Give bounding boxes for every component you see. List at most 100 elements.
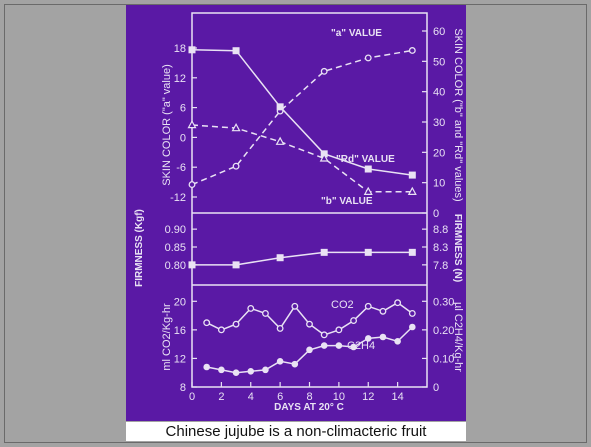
y-tick-label-left: 18	[174, 43, 186, 55]
data-point-a-value	[320, 67, 328, 75]
series-line-co2	[206, 301, 413, 336]
y-axis-label-firmness-n: FIRMNESS (N)	[452, 214, 463, 282]
data-point-c2h4	[409, 323, 416, 331]
y-tick-label-right: 10	[433, 178, 445, 190]
data-point-firmness	[364, 248, 372, 256]
data-point-a-value	[408, 47, 416, 54]
y-tick-label-left: 0.80	[165, 260, 186, 272]
y-tick-label-right: 0.30	[433, 296, 454, 308]
data-point-firmness	[276, 254, 284, 262]
series-label-c2h4: C2H4	[347, 340, 375, 352]
y-axis-label-co2: ml CO2/Kg-hr	[161, 303, 173, 371]
x-axis-label-days: DAYS AT 20° C	[274, 402, 344, 413]
y-tick-label-left: -12	[170, 192, 186, 204]
y-tick-label-left: 16	[174, 325, 186, 337]
y-tick-label-left: -6	[176, 162, 186, 174]
y-tick-label-right: 7.8	[433, 260, 448, 272]
x-tick-label: 14	[392, 391, 404, 403]
y-tick-label-right: 0.10	[433, 353, 454, 365]
y-tick-label-right: 0	[433, 208, 439, 220]
y-tick-label-right: 20	[433, 147, 445, 159]
data-point-rd-value	[364, 165, 372, 173]
data-point-a-value	[232, 162, 240, 170]
data-point-c2h4	[320, 342, 328, 349]
y-tick-label-left: 12	[174, 353, 186, 365]
x-tick-label: 10	[333, 391, 345, 403]
data-point-co2	[291, 302, 299, 310]
data-point-c2h4	[276, 357, 284, 365]
series-label-a-value: "a" VALUE	[331, 28, 382, 39]
data-point-co2	[203, 319, 211, 327]
data-point-firmness	[320, 248, 328, 256]
data-point-c2h4	[335, 342, 343, 349]
y-tick-label-left: 12	[174, 73, 186, 85]
data-point-co2	[247, 304, 255, 312]
series-line-a-value	[191, 49, 413, 186]
y-axis-label-skin-color-b-rd: SKIN COLOR ("b" and "Rd" values)	[452, 28, 464, 201]
data-point-c2h4	[350, 343, 357, 351]
y-tick-label-left: 20	[174, 296, 186, 308]
data-point-co2	[276, 324, 284, 332]
data-point-firmness	[188, 261, 196, 269]
data-point-a-value	[364, 54, 372, 62]
data-point-rd-value	[276, 103, 284, 111]
y-tick-label-right: 0.20	[433, 325, 454, 337]
data-point-b-value	[187, 119, 197, 129]
slide-caption: Chinese jujube is a non-climacteric frui…	[126, 422, 466, 441]
data-point-co2	[306, 320, 313, 328]
x-tick-label: 8	[306, 391, 312, 403]
y-tick-label-left: 8	[180, 382, 186, 394]
data-point-c2h4	[203, 363, 210, 371]
y-tick-label-left: 0.85	[165, 242, 186, 254]
data-point-co2	[232, 320, 240, 328]
plot-frame	[191, 12, 428, 388]
y-tick-label-right: 40	[433, 87, 445, 99]
series-line-b-value	[191, 124, 413, 193]
data-point-c2h4	[247, 367, 255, 375]
series-label-rd-value: "Rd" VALUE	[336, 154, 395, 165]
data-point-co2	[261, 309, 269, 317]
data-point-co2	[350, 317, 358, 325]
y-tick-label-right: 60	[433, 26, 445, 38]
data-point-firmness	[232, 261, 240, 269]
y-tick-label-right: 30	[433, 117, 445, 129]
data-point-b-value	[275, 136, 285, 145]
series-label-b-value: "b" VALUE	[321, 196, 373, 207]
data-point-c2h4	[379, 333, 387, 341]
data-point-c2h4	[291, 360, 299, 368]
x-tick-label: 6	[277, 391, 283, 403]
y-tick-label-right: 0	[433, 382, 439, 394]
data-point-c2h4	[232, 369, 240, 377]
x-tick-label: 0	[189, 391, 195, 403]
slide-frame	[4, 4, 587, 443]
data-point-co2	[364, 302, 372, 310]
x-tick-label: 4	[248, 391, 254, 403]
series-label-co2: CO2	[331, 299, 354, 311]
data-point-c2h4	[262, 366, 269, 374]
data-point-co2	[335, 326, 343, 334]
chart-figure: -12 -6 0 6 12 18 0 10 20 30 40 50 60 SKIN COLOR ("a" …	[126, 5, 466, 421]
y-tick-label-left: 0.90	[165, 224, 186, 236]
data-point-rd-value	[232, 47, 240, 55]
data-point-co2	[394, 299, 402, 307]
data-point-co2	[379, 307, 387, 315]
y-tick-label-right: 50	[433, 56, 445, 68]
series-line-rd-value	[191, 49, 413, 176]
y-tick-label-left: 0	[180, 132, 186, 144]
data-point-rd-value	[188, 46, 196, 54]
data-point-co2	[320, 331, 328, 339]
data-point-co2	[217, 326, 225, 334]
data-point-b-value	[407, 186, 417, 195]
y-tick-label-right: 8.3	[433, 242, 448, 254]
y-axis-label-firmness-kgf: FIRMNESS (Kgf)	[134, 209, 145, 287]
data-point-firmness	[408, 248, 416, 256]
y-tick-label-right: 8.8	[433, 224, 448, 236]
data-point-b-value	[231, 123, 241, 132]
y-tick-label-left: 6	[180, 103, 186, 115]
data-point-co2	[408, 309, 416, 317]
data-point-c2h4	[218, 366, 225, 374]
data-point-c2h4	[364, 335, 372, 342]
data-point-c2h4	[306, 346, 313, 354]
